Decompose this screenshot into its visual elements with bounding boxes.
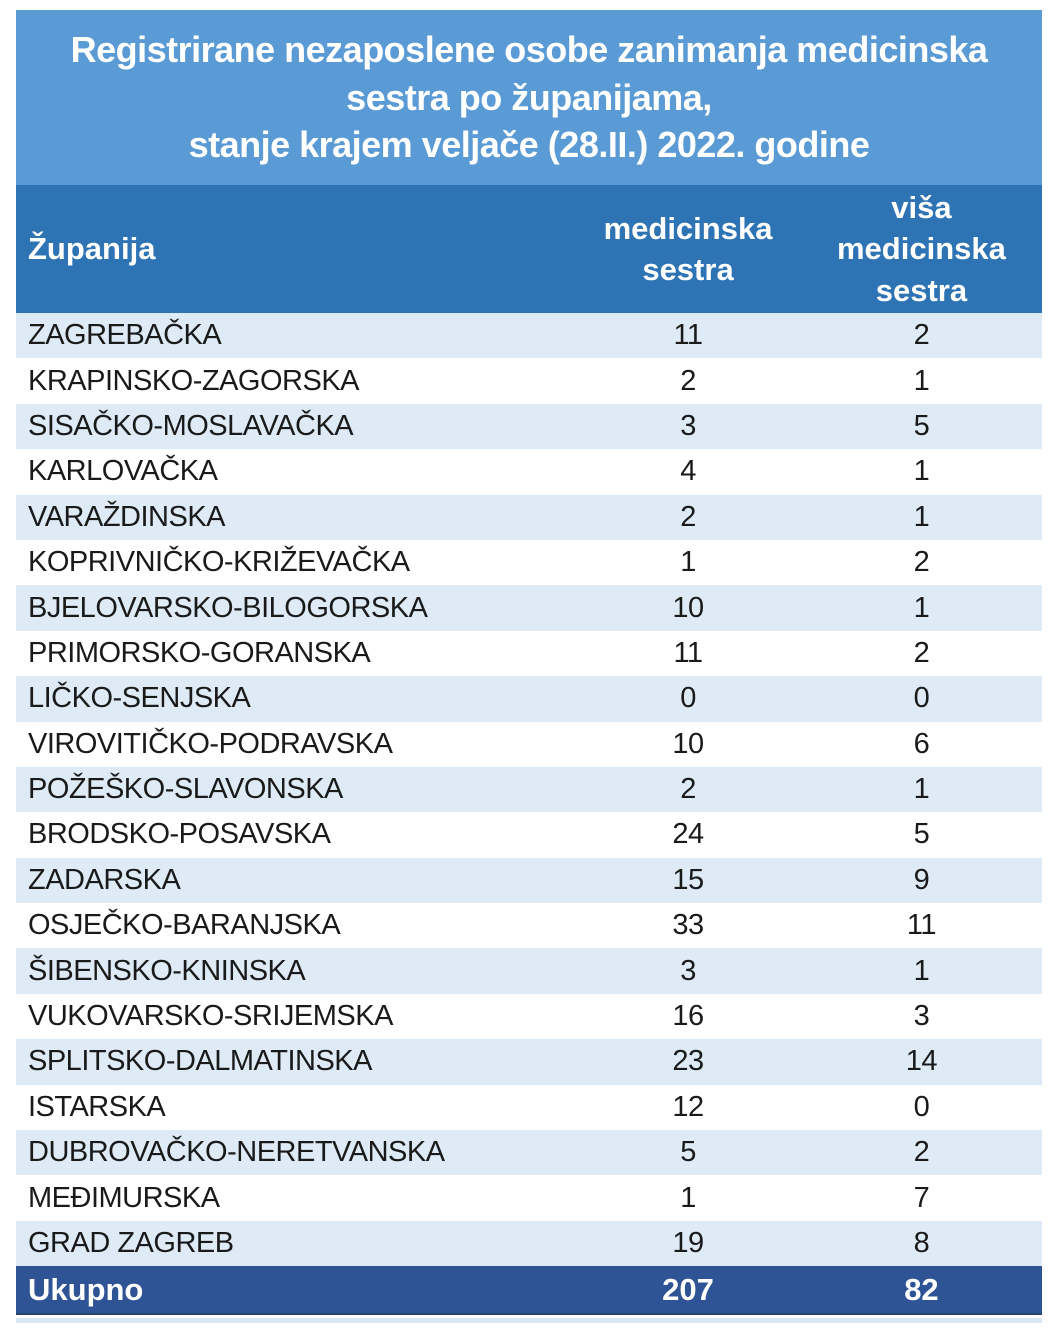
vms-value: 11	[906, 909, 937, 942]
ms-value: 3	[680, 409, 696, 442]
table-row: KARLOVAČKA 4 1	[16, 449, 1042, 495]
county-name: DUBROVAČKO-NERETVANSKA	[28, 1136, 445, 1169]
table-row: VIROVITIČKO-PODRAVSKA 10 6	[16, 721, 1042, 767]
table-row: ZADARSKA 15 9	[16, 857, 1042, 904]
vms-value: 1	[913, 364, 930, 397]
ms-value: 1	[680, 546, 696, 579]
ms-value: 10	[672, 727, 704, 760]
county-name: ISTARSKA	[28, 1090, 166, 1123]
ms-value: 0	[680, 682, 696, 715]
table-row: OSJEČKO-BARANJSKA 33 11	[16, 903, 1042, 949]
vms-value: 6	[913, 727, 930, 760]
table-row: LIČKO-SENJSKA 0 0	[16, 676, 1042, 722]
vms-value: 9	[913, 863, 930, 896]
county-name: VARAŽDINSKA	[28, 500, 226, 533]
county-name: VUKOVARSKO-SRIJEMSKA	[28, 1000, 393, 1033]
vms-value: 5	[913, 818, 930, 851]
table-row: SISAČKO-MOSLAVAČKA 3 5	[16, 403, 1042, 450]
county-name: BJELOVARSKO-BILOGORSKA	[28, 591, 428, 624]
ms-value: 11	[673, 319, 703, 352]
ms-value: 24	[672, 818, 704, 851]
county-name: POŽEŠKO-SLAVONSKA	[28, 773, 343, 806]
county-name: KOPRIVNIČKO-KRIŽEVAČKA	[28, 546, 410, 579]
county-name: SISAČKO-MOSLAVAČKA	[28, 409, 354, 442]
table-row: ISTARSKA 12 0	[16, 1084, 1042, 1131]
total-label: Ukupno	[28, 1271, 144, 1307]
vms-value: 14	[905, 1045, 938, 1078]
table-title: Registrirane nezaposlene osobe zanimanja…	[16, 10, 1042, 185]
county-name: MEĐIMURSKA	[28, 1181, 220, 1214]
county-name: BRODSKO-POSAVSKA	[28, 818, 331, 851]
table-row: POŽEŠKO-SLAVONSKA 2 1	[16, 766, 1042, 813]
table-row: ŠIBENSKO-KNINSKA 3 1	[16, 948, 1042, 994]
county-name: ZAGREBAČKA	[28, 319, 222, 352]
column-header-zupanija: Županija	[28, 231, 156, 267]
ms-value: 15	[672, 863, 704, 896]
total-vms-value: 82	[904, 1271, 939, 1307]
column-header-visa-medicinska-sestra: viša medicinska sestra	[836, 190, 1006, 308]
vms-value: 2	[913, 319, 930, 352]
vms-value: 1	[913, 500, 930, 533]
ms-value: 4	[680, 455, 696, 488]
ms-value: 5	[680, 1136, 696, 1169]
vms-value: 1	[913, 954, 930, 987]
table-row: DUBROVAČKO-NERETVANSKA 5 2	[16, 1130, 1042, 1176]
table-row: GRAD ZAGREB 19 8	[16, 1220, 1042, 1267]
table-row: SPLITSKO-DALMATINSKA 23 14	[16, 1039, 1042, 1085]
county-name: KRAPINSKO-ZAGORSKA	[28, 364, 360, 397]
ms-value: 2	[680, 773, 696, 806]
ms-value: 3	[680, 954, 696, 987]
ms-value: 10	[672, 591, 704, 624]
county-name: PRIMORSKO-GORANSKA	[28, 636, 371, 669]
vms-value: 1	[913, 773, 930, 806]
table-header-row: Županija medicinska sestra viša medicins…	[16, 185, 1042, 313]
ms-value: 33	[672, 909, 704, 942]
ms-value: 11	[673, 636, 703, 669]
ms-value: 1	[680, 1181, 696, 1214]
table-row: MEĐIMURSKA 1 7	[16, 1175, 1042, 1221]
ms-value: 23	[672, 1045, 704, 1078]
table-bottom-border	[16, 1318, 1042, 1324]
table-row: BJELOVARSKO-BILOGORSKA 10 1	[16, 585, 1042, 631]
table-row: KRAPINSKO-ZAGORSKA 2 1	[16, 358, 1042, 404]
vms-value: 2	[913, 546, 930, 579]
ms-value: 2	[680, 364, 696, 397]
vms-value: 1	[913, 591, 930, 624]
county-name: GRAD ZAGREB	[28, 1227, 234, 1259]
column-header-medicinska-sestra: medicinska sestra	[603, 210, 773, 287]
table-row: BRODSKO-POSAVSKA 24 5	[16, 812, 1042, 858]
vms-value: 2	[913, 636, 930, 669]
county-name: OSJEČKO-BARANJSKA	[28, 909, 341, 942]
vms-value: 1	[913, 455, 930, 488]
county-name: LIČKO-SENJSKA	[28, 682, 251, 715]
ms-value: 2	[680, 500, 696, 533]
table-row: ZAGREBAČKA 11 2	[16, 313, 1042, 359]
vms-value: 2	[913, 1136, 930, 1169]
total-ms-value: 207	[662, 1271, 714, 1307]
ms-value: 12	[672, 1090, 704, 1123]
table-row: KOPRIVNIČKO-KRIŽEVAČKA 1 2	[16, 539, 1042, 586]
county-name: KARLOVAČKA	[28, 455, 218, 488]
county-name: VIROVITIČKO-PODRAVSKA	[28, 727, 393, 760]
ms-value: 16	[672, 1000, 704, 1033]
table-total-row: Ukupno 207 82	[16, 1266, 1042, 1316]
vms-value: 7	[913, 1181, 930, 1214]
vms-value: 0	[913, 682, 930, 715]
vms-value: 5	[913, 409, 930, 442]
county-name: ŠIBENSKO-KNINSKA	[28, 954, 306, 987]
vms-value: 0	[913, 1090, 930, 1123]
vms-value: 3	[913, 1000, 930, 1033]
table-row: VUKOVARSKO-SRIJEMSKA 16 3	[16, 993, 1042, 1040]
table-row: VARAŽDINSKA 2 1	[16, 494, 1042, 540]
county-name: ZADARSKA	[28, 863, 181, 896]
statistics-table: Registrirane nezaposlene osobe zanimanja…	[16, 10, 1042, 1324]
vms-value: 8	[913, 1227, 930, 1259]
county-name: SPLITSKO-DALMATINSKA	[28, 1045, 373, 1078]
ms-value: 19	[672, 1227, 704, 1259]
table-row: PRIMORSKO-GORANSKA 11 2	[16, 630, 1042, 677]
